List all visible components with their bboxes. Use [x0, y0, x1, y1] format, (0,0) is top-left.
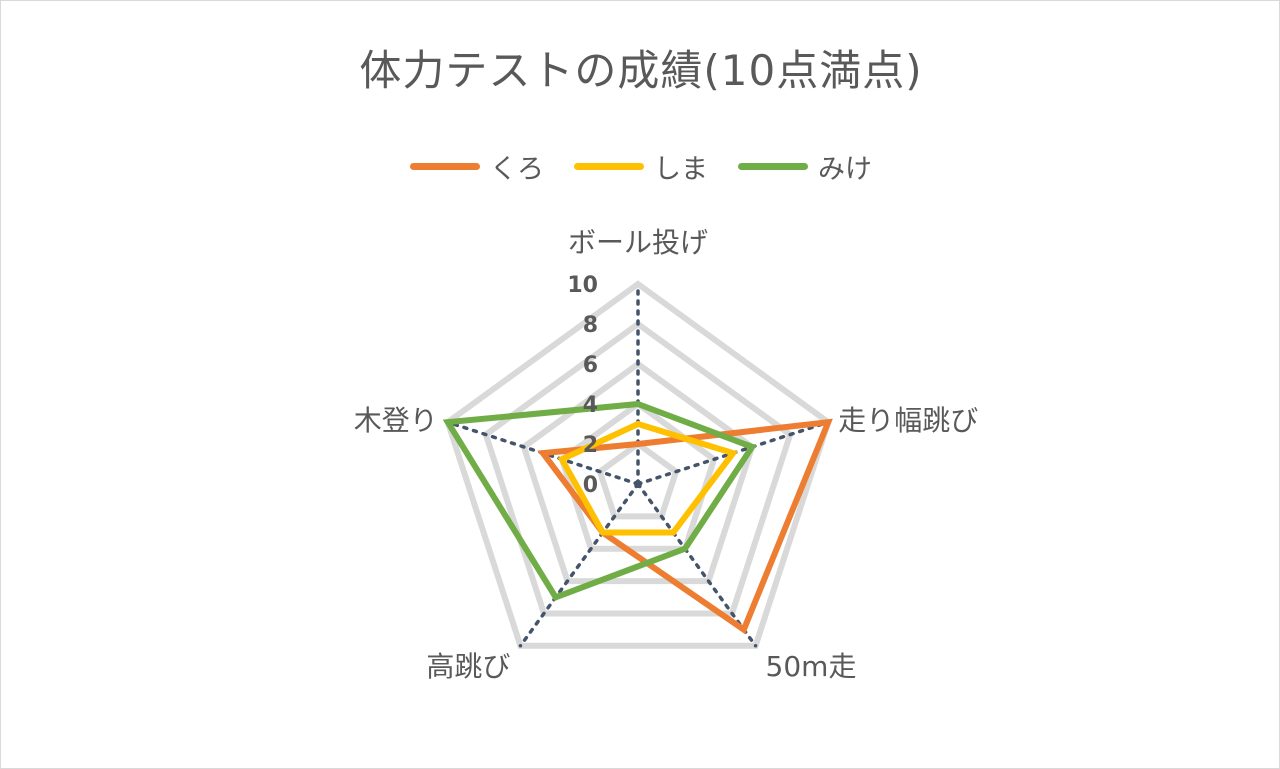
- tick-label: 10: [567, 273, 598, 298]
- tick-label: 0: [583, 473, 598, 498]
- tick-label: 2: [583, 433, 598, 458]
- axis-label: 木登り: [354, 404, 438, 437]
- legend: くろ しま みけ: [1, 147, 1280, 186]
- center-dot: [634, 480, 642, 488]
- tick-label: 6: [583, 353, 598, 378]
- legend-item-mike[interactable]: みけ: [738, 147, 872, 186]
- axis-spoke: [636, 482, 758, 648]
- grid-ring: [444, 280, 832, 649]
- tick-label: 4: [583, 393, 598, 418]
- tick-label: 8: [583, 313, 598, 338]
- axis-label: 50m走: [766, 650, 857, 683]
- legend-swatch-kuro: [410, 163, 480, 170]
- series-line-1: [537, 418, 833, 635]
- series-line-3: [442, 400, 757, 601]
- legend-item-shima[interactable]: しま: [574, 147, 708, 186]
- axis-spoke: [518, 482, 640, 648]
- legend-label-kuro: くろ: [490, 154, 544, 185]
- legend-swatch-shima: [574, 163, 644, 170]
- axis-label: 走り幅跳び: [838, 404, 978, 437]
- axis-label: 高跳び: [426, 650, 510, 683]
- legend-label-shima: しま: [654, 154, 708, 185]
- legend-swatch-mike: [738, 163, 808, 170]
- legend-label-mike: みけ: [818, 154, 872, 185]
- legend-item-kuro[interactable]: くろ: [410, 147, 544, 186]
- axis-label: ボール投げ: [568, 226, 708, 259]
- chart-title: 体力テストの成績(10点満点): [359, 46, 923, 95]
- grid-ring: [596, 440, 680, 520]
- series-line-2: [557, 420, 739, 536]
